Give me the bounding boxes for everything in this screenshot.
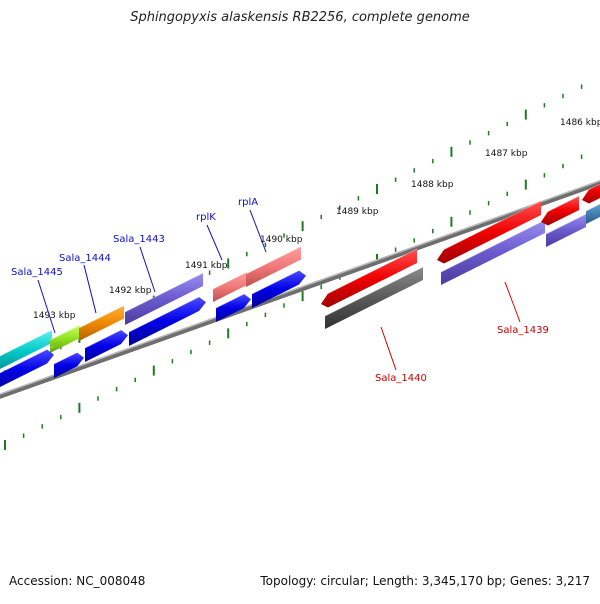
leader-line-sala-1439 (504, 281, 521, 323)
ruler-label: 1492 kbp (109, 286, 152, 296)
gene-arrow-blue-3[interactable] (85, 330, 128, 362)
gene-bar-red-edge-highlight (581, 183, 600, 194)
gene-features (0, 178, 600, 392)
gene-bar-sala-1440-highlight (320, 248, 418, 298)
gene-bar-sala-1439[interactable] (437, 201, 541, 264)
gene-arrow-blue-4[interactable] (129, 297, 206, 346)
gene-arrow-blue-3-highlight (84, 326, 129, 349)
gene-bar-rplk[interactable] (213, 272, 247, 302)
gene-bar-sala-1444-upper[interactable] (50, 325, 80, 353)
leader-line-sala-1440 (380, 326, 397, 371)
gene-bar-sala-1439-lower[interactable] (441, 220, 545, 285)
ruler-label: 1491 kbp (185, 261, 228, 271)
ruler-ticks (4, 84, 583, 450)
ruler-labels: 1486 kbp 1487 kbp 1488 kbp 1489 kbp 1490 kbp… (33, 118, 600, 321)
gene-bar-sala-1443[interactable] (125, 273, 203, 325)
gene-bar-slate-right[interactable] (546, 214, 586, 247)
gene-arrow-blue-2[interactable] (54, 352, 84, 379)
ruler-label: 1488 kbp (411, 180, 454, 190)
gene-label-sala-1440[interactable]: Sala_1440 (375, 373, 427, 384)
gene-label-sala-1443[interactable]: Sala_1443 (113, 234, 165, 245)
gene-bar-rplk-highlight (212, 271, 248, 290)
gene-arrow-blue-5-highlight (215, 290, 252, 309)
gene-bar-sala-1440-lower[interactable] (325, 267, 423, 329)
gene-bar-rpla-highlight (245, 246, 302, 275)
gene-bar-sala-1444-highlight (78, 305, 125, 329)
gene-bar-sala-1443-highlight (124, 272, 204, 313)
gene-arrow-blue-5[interactable] (216, 294, 251, 322)
leader-line-sala-1444 (83, 264, 97, 314)
gene-arrow-blue-6[interactable] (252, 270, 306, 309)
ruler-label: 1489 kbp (336, 207, 379, 217)
genome-summary-text: Topology: circular; Length: 3,345,170 bp… (260, 574, 590, 588)
gene-bar-red-right[interactable] (541, 196, 579, 226)
gene-arrow-blue-1[interactable] (0, 349, 54, 392)
genome-title: Sphingopyxis alaskensis RB2256, complete… (130, 10, 470, 25)
gene-label-sala-1439[interactable]: Sala_1439 (497, 325, 549, 336)
ruler-label: 1493 kbp (33, 311, 76, 321)
gene-bar-sala-1444-upper-highlight (49, 324, 81, 341)
gene-arrow-blue-6-highlight (251, 266, 307, 295)
gene-bar-sala-1440-lower-highlight (324, 266, 424, 317)
leader-line-rplk (206, 224, 223, 261)
gene-bar-sala-1439-highlight (436, 200, 542, 254)
gene-arrow-blue-1-highlight (0, 345, 55, 374)
gene-arrow-blue-4-highlight (128, 293, 207, 333)
gene-bar-sala-1445-highlight (0, 329, 53, 357)
leader-line-sala-1443 (139, 246, 156, 293)
backbone-line (0, 180, 600, 399)
gene-label-sala-1445[interactable]: Sala_1445 (11, 267, 63, 278)
gene-bar-sala-1444[interactable] (79, 305, 124, 342)
ruler-label: 1486 kbp (560, 118, 600, 128)
gene-label-rplk[interactable]: rplK (196, 212, 216, 223)
gene-bar-sala-1440[interactable] (321, 249, 417, 308)
ruler-label: 1487 kbp (485, 149, 528, 159)
leader-line-rpla (249, 209, 267, 253)
gene-bar-sala-1439-lower-highlight (440, 219, 546, 273)
gene-bar-sala-1445[interactable] (0, 330, 52, 373)
genome-backbone (0, 179, 600, 399)
gene-arrow-blue-2-highlight (53, 348, 85, 365)
gene-label-rpla[interactable]: rplA (238, 197, 258, 208)
backbone-highlight (0, 179, 600, 396)
leader-line-sala-1445 (37, 279, 56, 334)
gene-bar-slate-right-highlight (545, 213, 587, 235)
gene-bar-rpla[interactable] (246, 246, 301, 288)
gene-bar-red-right-highlight (540, 195, 580, 216)
accession-text: Accession: NC_008048 (9, 574, 146, 588)
ruler-label: 1490 kbp (260, 235, 303, 245)
gene-bar-red-edge[interactable] (582, 178, 600, 204)
gene-bar-steel-edge-highlight (585, 203, 600, 212)
gene-bar-steel-edge[interactable] (586, 201, 600, 224)
gene-label-sala-1444[interactable]: Sala_1444 (59, 253, 111, 264)
